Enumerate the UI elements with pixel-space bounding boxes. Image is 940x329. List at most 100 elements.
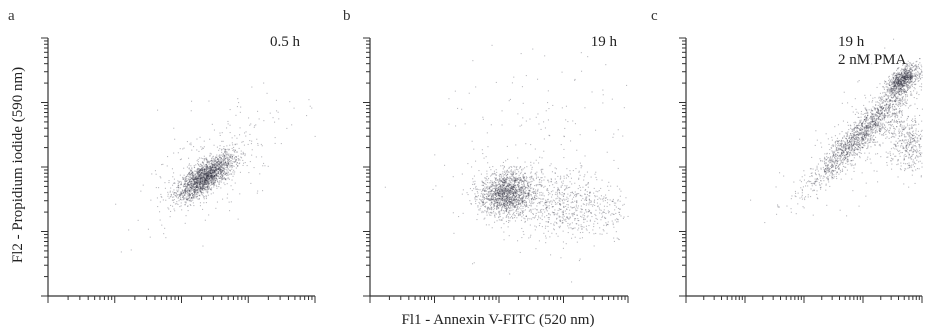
- scatter-point: [195, 182, 197, 184]
- scatter-point: [226, 152, 228, 154]
- scatter-point: [184, 180, 186, 182]
- scatter-point: [596, 179, 598, 181]
- scatter-point: [195, 189, 197, 191]
- scatter-point: [216, 162, 218, 164]
- scatter-point: [220, 171, 222, 173]
- scatter-point: [207, 183, 209, 185]
- scatter-point: [220, 170, 222, 172]
- scatter-point: [539, 211, 541, 213]
- scatter-point: [547, 225, 549, 227]
- scatter-point: [194, 183, 196, 185]
- scatter-point: [202, 169, 204, 171]
- scatter-point: [185, 215, 187, 217]
- scatter-point: [488, 191, 490, 193]
- scatter-point: [206, 183, 208, 185]
- scatter-point: [210, 181, 212, 183]
- scatter-point: [210, 172, 212, 174]
- scatter-point: [214, 167, 216, 169]
- scatter-point: [534, 185, 536, 187]
- scatter-point: [189, 172, 191, 174]
- scatter-point: [515, 184, 517, 186]
- scatter-point: [222, 153, 224, 155]
- scatter-point: [905, 76, 907, 78]
- scatter-point: [204, 180, 206, 182]
- scatter-point: [504, 203, 506, 205]
- scatter-point: [553, 212, 555, 214]
- scatter-point: [189, 194, 191, 196]
- scatter-point: [193, 191, 195, 193]
- scatter-point: [501, 197, 503, 199]
- scatter-point: [188, 188, 190, 190]
- scatter-point: [513, 206, 515, 208]
- scatter-point: [267, 165, 269, 167]
- scatter-point: [519, 190, 521, 192]
- scatter-point: [502, 217, 504, 219]
- scatter-point: [484, 186, 486, 188]
- scatter-point: [492, 193, 494, 195]
- scatter-point: [584, 193, 586, 195]
- scatter-point: [216, 159, 218, 161]
- scatter-point: [583, 179, 585, 181]
- scatter-point: [535, 226, 537, 228]
- scatter-point: [489, 187, 491, 189]
- scatter-point: [528, 182, 530, 184]
- scatter-point: [511, 180, 513, 182]
- scatter-point: [501, 178, 503, 180]
- scatter-point: [223, 146, 225, 148]
- scatter-point: [564, 210, 566, 212]
- scatter-point: [205, 184, 207, 186]
- scatter-point: [484, 194, 486, 196]
- scatter-point: [215, 166, 217, 168]
- scatter-point: [189, 186, 191, 188]
- scatter-point: [611, 200, 613, 202]
- scatter-point: [523, 193, 525, 195]
- scatter-point: [205, 202, 207, 204]
- scatter-point: [200, 169, 202, 171]
- scatter-point: [184, 188, 186, 190]
- scatter-point: [194, 186, 196, 188]
- scatter-point: [562, 202, 564, 204]
- scatter-point: [179, 195, 181, 197]
- scatter-point: [206, 165, 208, 167]
- scatter-point: [215, 156, 217, 158]
- scatter-point: [906, 83, 908, 85]
- scatter-point: [498, 203, 500, 205]
- scatter-point: [523, 190, 525, 192]
- scatter-point: [501, 219, 503, 221]
- scatter-point: [204, 187, 206, 189]
- scatter-point: [500, 199, 502, 201]
- scatter-point: [586, 229, 588, 231]
- scatter-point: [190, 187, 192, 189]
- scatter-point: [192, 196, 194, 198]
- scatter-point: [531, 191, 533, 193]
- scatter-point: [504, 181, 506, 183]
- scatter-point: [227, 177, 229, 179]
- scatter-point: [554, 167, 556, 169]
- scatter-point: [186, 190, 188, 192]
- scatter-point: [205, 180, 207, 182]
- scatter-point: [236, 162, 238, 164]
- scatter-point: [568, 176, 570, 178]
- scatter-point: [499, 213, 501, 215]
- scatter-point: [547, 217, 549, 219]
- scatter-point: [493, 205, 495, 207]
- scatter-point: [507, 177, 509, 179]
- scatter-point: [557, 188, 559, 190]
- scatter-point: [215, 165, 217, 167]
- scatter-point: [191, 186, 193, 188]
- scatter-point: [198, 164, 200, 166]
- scatter-point: [499, 179, 501, 181]
- scatter-point: [486, 197, 488, 199]
- scatter-point: [208, 176, 210, 178]
- scatter-point: [530, 194, 532, 196]
- scatter-point: [512, 213, 514, 215]
- scatter-point: [560, 177, 562, 179]
- scatter-point: [501, 204, 503, 206]
- scatter-point: [615, 206, 617, 208]
- scatter-point: [609, 204, 611, 206]
- scatter-point: [514, 205, 516, 207]
- scatter-point: [583, 221, 585, 223]
- scatter-point: [274, 137, 276, 139]
- scatter-point: [530, 144, 532, 146]
- scatter-point: [212, 179, 214, 181]
